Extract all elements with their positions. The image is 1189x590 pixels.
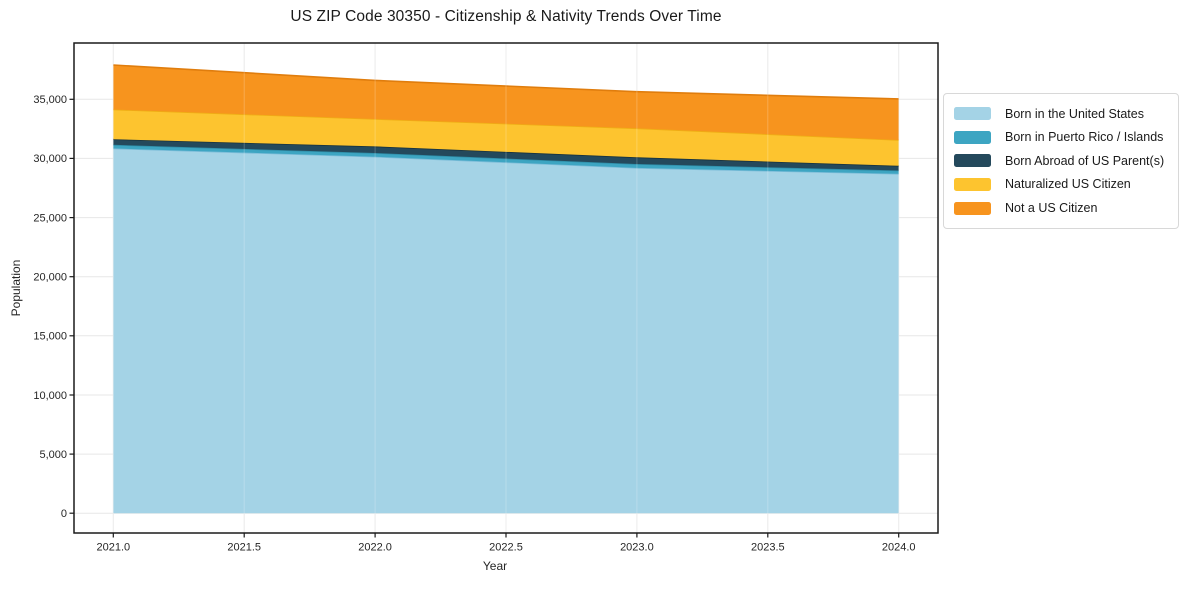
x-tick-label: 2022.5 [489, 542, 523, 554]
area-naturalized-us-citizen [113, 109, 899, 166]
x-tick-label: 2024.0 [882, 542, 916, 554]
y-tick-label: 0 [61, 508, 67, 520]
x-tick-label: 2023.0 [620, 542, 654, 554]
legend-item-not-a-us-citizen: Not a US Citizen [954, 196, 1164, 220]
legend-label: Not a US Citizen [1005, 200, 1098, 215]
legend-swatch [954, 201, 991, 215]
legend-item-born-in-puerto-rico-islands: Born in Puerto Rico / Islands [954, 126, 1164, 150]
legend-label: Born in Puerto Rico / Islands [1005, 130, 1164, 145]
y-tick-label: 30,000 [33, 153, 67, 165]
legend-item-born-in-the-united-states: Born in the United States [954, 102, 1164, 126]
x-tick-label: 2022.0 [358, 542, 392, 554]
legend-swatch [954, 154, 991, 168]
legend-swatch [954, 130, 991, 144]
y-tick-label: 5,000 [39, 449, 67, 461]
chart-title: US ZIP Code 30350 - Citizenship & Nativi… [290, 8, 722, 25]
x-tick-label: 2023.5 [751, 542, 785, 554]
y-tick-label: 10,000 [33, 390, 67, 402]
legend-item-born-abroad-of-us-parent-s: Born Abroad of US Parent(s) [954, 149, 1164, 173]
legend-label: Born Abroad of US Parent(s) [1005, 153, 1165, 168]
legend-item-naturalized-us-citizen: Naturalized US Citizen [954, 173, 1164, 197]
legend-swatch [954, 107, 991, 121]
area-born-in-the-united-states [113, 148, 899, 514]
y-axis-label: Population [9, 259, 23, 317]
x-tick-label: 2021.5 [227, 542, 261, 554]
legend-label: Naturalized US Citizen [1005, 177, 1131, 192]
y-tick-label: 15,000 [33, 331, 67, 343]
area-born-abroad-of-us-parent-s [113, 139, 899, 171]
x-axis-label: Year [482, 559, 508, 573]
y-tick-label: 25,000 [33, 212, 67, 224]
y-tick-label: 20,000 [33, 272, 67, 284]
y-tick-label: 35,000 [33, 94, 67, 106]
x-tick-label: 2021.0 [96, 542, 130, 554]
legend: Born in the United States Born in Puerto … [943, 93, 1180, 229]
legend-swatch [954, 178, 991, 192]
legend-label: Born in the United States [1005, 106, 1144, 121]
area-edge-not-a-us-citizen [113, 64, 899, 100]
area-not-a-us-citizen [113, 65, 899, 140]
